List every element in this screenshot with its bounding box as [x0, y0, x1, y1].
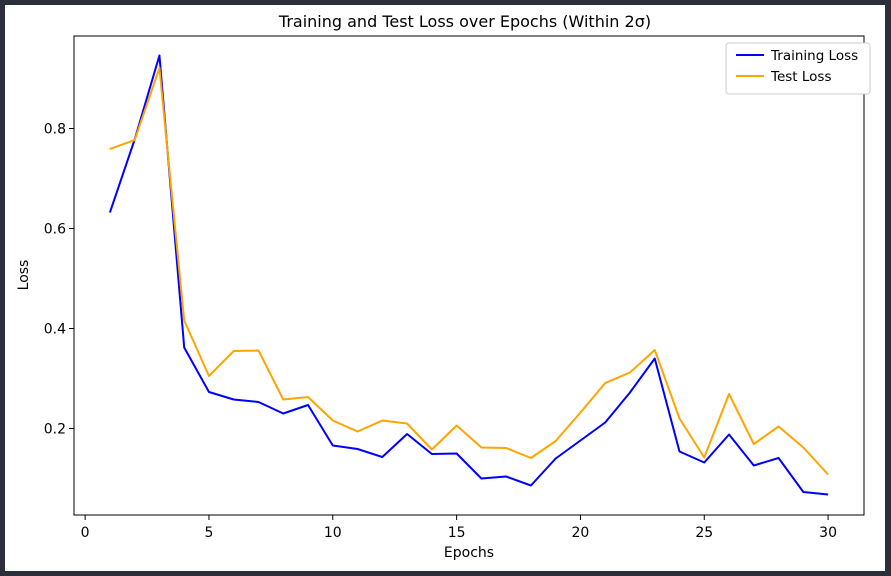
x-axis-label: Epochs — [444, 545, 494, 561]
legend-label-training: Training Loss — [770, 48, 858, 64]
y-tick-label: 0.8 — [44, 122, 66, 138]
x-tick-label: 25 — [695, 525, 713, 541]
y-tick-label: 0.4 — [44, 322, 66, 338]
x-tick-label: 5 — [205, 525, 214, 541]
x-tick-label: 10 — [324, 525, 342, 541]
y-tick-label: 0.2 — [44, 422, 66, 438]
x-tick-label: 15 — [448, 525, 466, 541]
legend: Training Loss Test Loss — [725, 42, 871, 95]
y-axis: 0.2 0.4 0.6 0.8 — [44, 122, 74, 438]
x-tick-label: 30 — [819, 525, 837, 541]
x-tick-label: 20 — [572, 525, 590, 541]
chart-figure: Training and Test Loss over Epochs (With… — [5, 5, 885, 571]
legend-label-test: Test Loss — [770, 69, 832, 85]
x-axis: 0 5 10 15 20 25 30 — [81, 515, 837, 541]
chart-title: Training and Test Loss over Epochs (With… — [278, 12, 651, 31]
training-loss-line — [108, 54, 829, 496]
y-axis-label: Loss — [16, 260, 32, 291]
series-lines — [108, 54, 829, 496]
test-loss-line — [109, 67, 829, 476]
x-tick-label: 0 — [81, 525, 90, 541]
line-chart: Training and Test Loss over Epochs (With… — [16, 12, 871, 561]
plot-area — [73, 35, 865, 516]
y-tick-label: 0.6 — [44, 222, 66, 238]
